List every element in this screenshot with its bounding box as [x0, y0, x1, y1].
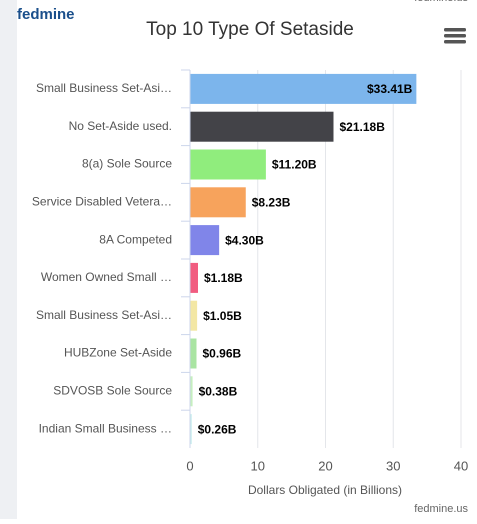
bar: [190, 111, 334, 142]
y-tick-label: 8(a) Sole Source: [82, 157, 172, 171]
bar: [190, 187, 246, 218]
x-tick-label: 40: [454, 458, 468, 473]
bar: [190, 149, 266, 180]
value-label: $4.30B: [225, 233, 264, 247]
bar: [190, 225, 220, 256]
y-tick-label: SDVOSB Sole Source: [53, 383, 172, 397]
menu-bar[interactable]: [444, 40, 466, 44]
value-label: $1.18B: [204, 271, 243, 285]
value-label: $0.26B: [198, 422, 237, 436]
value-label: $11.20B: [272, 158, 317, 172]
side-strip: [0, 0, 17, 519]
y-tick-label: Small Business Set-Asi…: [36, 81, 172, 95]
value-label: $8.23B: [252, 195, 291, 209]
value-label: $21.18B: [339, 120, 385, 134]
bar: [190, 300, 198, 331]
menu-bar[interactable]: [444, 34, 466, 38]
bar: [190, 73, 417, 104]
x-tick-label: 30: [386, 458, 400, 473]
y-tick-label: Women Owned Small …: [41, 270, 172, 284]
y-tick-label: No Set-Aside used.: [69, 119, 172, 133]
value-label: $0.96B: [203, 347, 242, 361]
y-tick-label: Indian Small Business …: [39, 421, 172, 435]
y-tick-label: Service Disabled Vetera…: [32, 194, 172, 208]
watermark: fedmine.us: [414, 0, 468, 4]
brand-logo: fedmine: [17, 6, 75, 23]
y-tick-label: Small Business Set-Asi…: [36, 308, 172, 322]
y-tick-label: 8A Competed: [99, 232, 172, 246]
value-label: $33.41B: [367, 82, 413, 96]
x-tick-label: 20: [318, 458, 332, 473]
y-tick-label: HUBZone Set-Aside: [64, 346, 172, 360]
menu-button[interactable]: [444, 28, 466, 44]
watermark: fedmine.us: [414, 503, 468, 515]
chart-title: Top 10 Type Of Setaside: [146, 19, 354, 40]
bar: [190, 338, 197, 369]
menu-bar[interactable]: [444, 28, 466, 32]
value-label: $0.38B: [199, 384, 238, 398]
bar: [190, 376, 193, 407]
bar: [190, 414, 192, 445]
value-label: $1.05B: [203, 309, 242, 323]
bar: [190, 262, 198, 293]
x-axis-title: Dollars Obligated (in Billions): [248, 483, 402, 497]
x-tick-label: 10: [251, 458, 265, 473]
x-tick-label: 0: [186, 458, 193, 473]
